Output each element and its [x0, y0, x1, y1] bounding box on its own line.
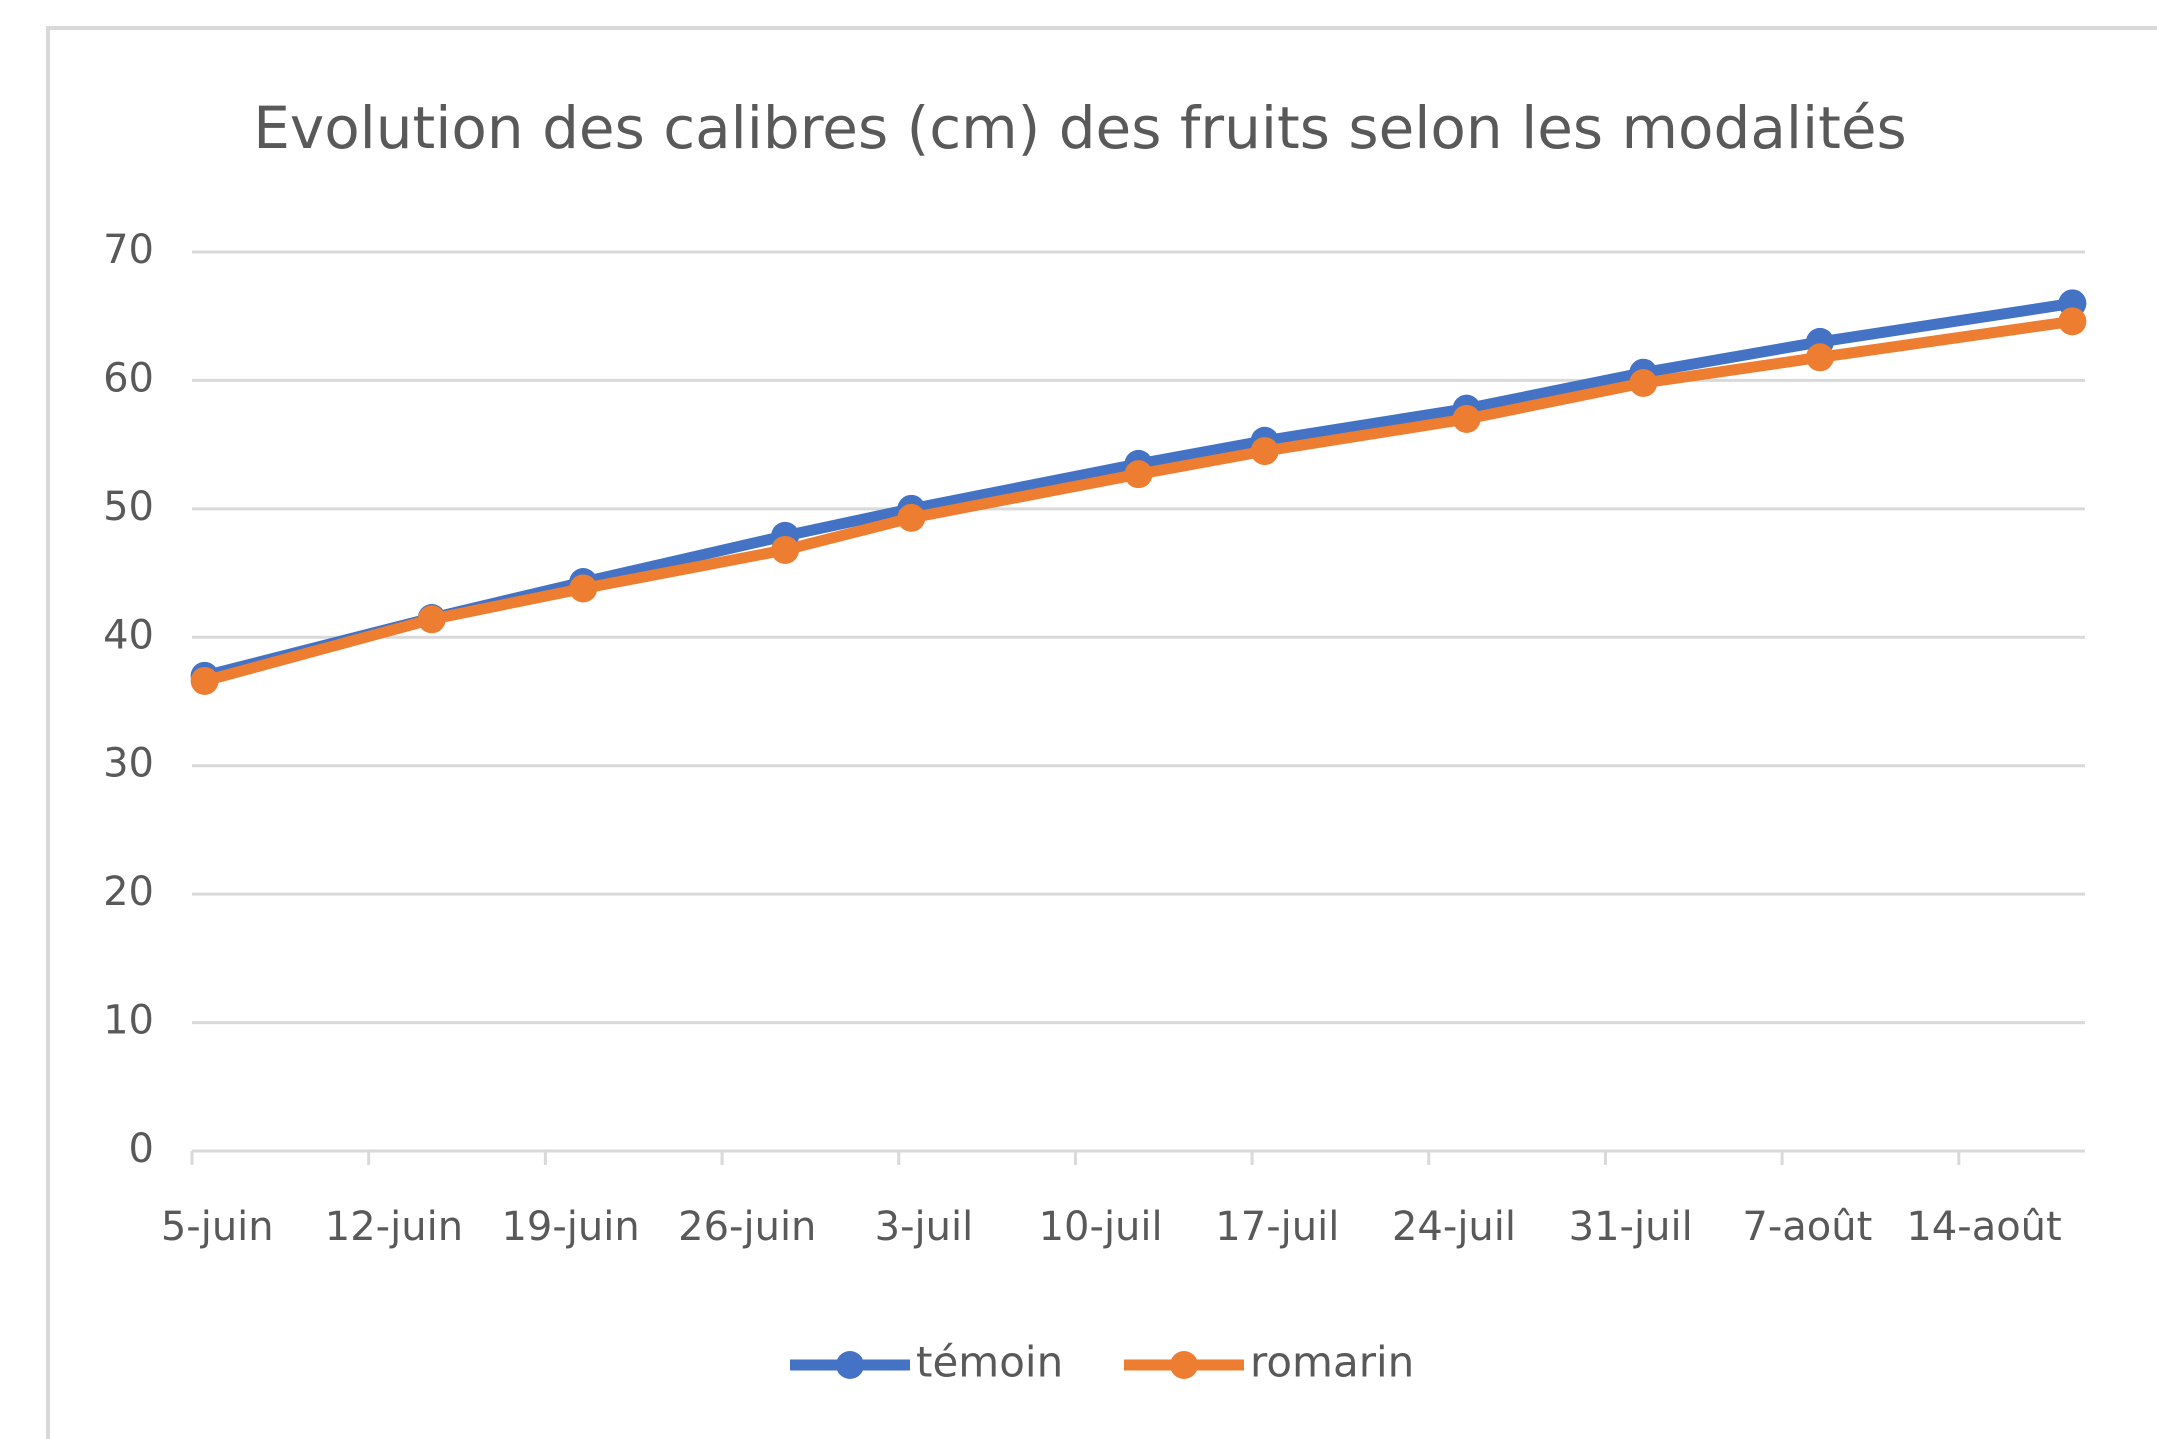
x-tick-label: 7-août: [1742, 1204, 1872, 1250]
y-tick-label: 20: [103, 869, 154, 915]
point: [1124, 460, 1153, 489]
x-tick-label: 5-juin: [161, 1204, 274, 1250]
y-tick-label: 70: [103, 227, 154, 273]
point: [1452, 404, 1481, 433]
chart-title: Evolution des calibres (cm) des fruits s…: [253, 94, 1907, 162]
x-tick-label: 3-juil: [875, 1204, 974, 1250]
legend-label: romarin: [1250, 1338, 1414, 1387]
y-tick-label: 30: [103, 741, 154, 787]
legend-marker: [836, 1351, 864, 1379]
point: [417, 605, 446, 634]
x-tick-label: 17-juil: [1215, 1204, 1339, 1250]
y-tick-label: 50: [103, 484, 154, 530]
point: [2058, 307, 2087, 336]
point: [1805, 343, 1834, 372]
point: [190, 666, 219, 695]
chart-frame: [46, 26, 2157, 1439]
legend-marker: [1170, 1351, 1198, 1379]
x-tick-label: 10-juil: [1039, 1204, 1163, 1250]
y-tick-label: 10: [103, 998, 154, 1044]
x-tick-label: 12-juin: [325, 1204, 463, 1250]
x-tick-label: 31-juil: [1569, 1204, 1693, 1250]
point: [897, 503, 926, 532]
x-tick-label: 24-juil: [1392, 1204, 1516, 1250]
y-tick-label: 40: [103, 612, 154, 658]
point: [771, 535, 800, 564]
x-tick-label: 19-juin: [501, 1204, 639, 1250]
x-tick-label: 14-août: [1906, 1204, 2061, 1250]
point: [1629, 368, 1658, 397]
legend-label: témoin: [916, 1338, 1063, 1387]
x-tick-label: 26-juin: [678, 1204, 816, 1250]
y-tick-label: 0: [129, 1126, 154, 1172]
point: [1250, 437, 1279, 466]
point: [569, 574, 598, 603]
y-tick-label: 60: [103, 355, 154, 401]
